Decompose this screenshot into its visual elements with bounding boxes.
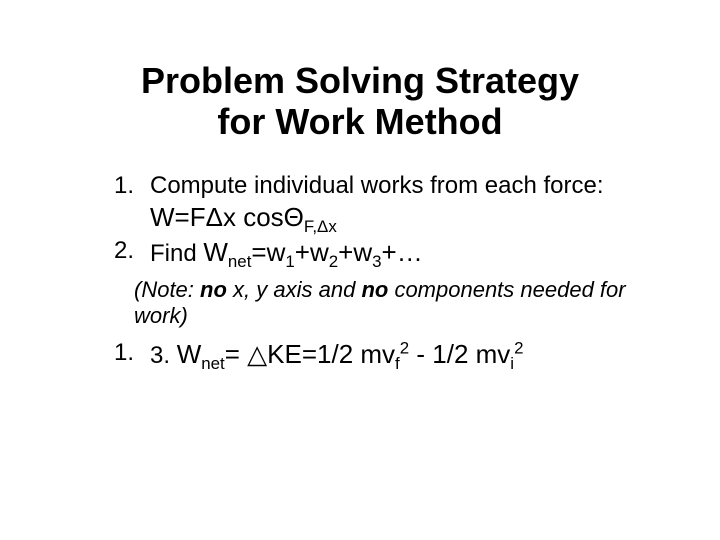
note-text: (Note: no x, y axis and no components ne…	[90, 277, 630, 330]
work-formula: W=FΔx cosΘF,Δx	[150, 202, 337, 232]
title-line-1: Problem Solving Strategy	[141, 60, 579, 101]
item-body: Find Wnet=w1+w2+w3+…	[150, 236, 630, 269]
item-body: Compute individual works from each force…	[150, 171, 630, 234]
triangle-icon: △	[247, 339, 267, 369]
slide: Problem Solving Strategy for Work Method…	[0, 0, 720, 540]
title-line-2: for Work Method	[217, 101, 502, 142]
content-list: 1. Compute individual works from each fo…	[90, 171, 630, 371]
list-item: 2. Find Wnet=w1+w2+w3+…	[90, 236, 630, 269]
item-marker: 1.	[90, 338, 150, 368]
wnet-formula: Wnet=w1+w2+w3+…	[203, 237, 422, 267]
ke-formula: Wnet= △KE=1/2 mvf2 - 1/2 mvi2	[177, 339, 524, 369]
list-item: 1. 3. Wnet= △KE=1/2 mvf2 - 1/2 mvi2	[90, 338, 630, 371]
item-marker: 1.	[90, 171, 150, 201]
item-body: 3. Wnet= △KE=1/2 mvf2 - 1/2 mvi2	[150, 338, 630, 371]
inline-number: 3.	[150, 342, 170, 369]
list-item: 1. Compute individual works from each fo…	[90, 171, 630, 234]
item-text: Find	[150, 240, 203, 267]
item-text: Compute individual works from each force…	[150, 172, 604, 199]
item-marker: 2.	[90, 236, 150, 266]
page-title: Problem Solving Strategy for Work Method	[90, 60, 630, 143]
